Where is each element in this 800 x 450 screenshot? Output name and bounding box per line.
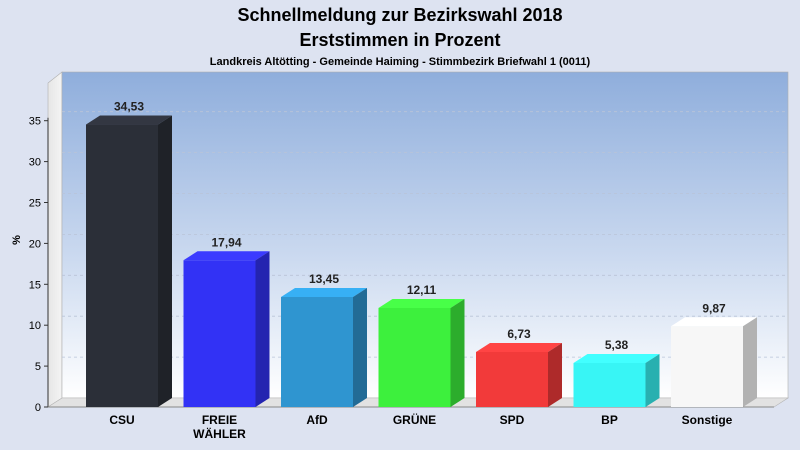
chart-location: Landkreis Altötting - Gemeinde Haiming -…: [210, 56, 591, 68]
bar-top: [281, 287, 367, 297]
x-tick-label: BP: [601, 413, 618, 427]
y-tick-label: 20: [29, 238, 41, 250]
y-tick-label: 5: [35, 361, 41, 373]
bar: [573, 353, 660, 407]
data-label: 12,11: [407, 283, 437, 297]
data-label: 6,73: [507, 327, 531, 341]
bar-top: [378, 298, 465, 308]
data-label: 9,87: [702, 301, 726, 315]
x-tick-label: WÄHLER: [193, 426, 246, 441]
x-tick-label: Sonstige: [682, 413, 733, 427]
bar: [86, 115, 172, 407]
x-tick-label: FREIE: [202, 413, 237, 427]
bar-front: [86, 124, 158, 407]
bar: [378, 298, 465, 407]
bar-side: [158, 115, 172, 407]
x-tick-label: CSU: [109, 413, 134, 427]
bar-top: [183, 251, 270, 261]
bar-top: [573, 353, 660, 363]
bar: [183, 251, 270, 407]
bar-top: [86, 115, 172, 125]
bar-front: [476, 351, 548, 407]
y-tick-label: 30: [29, 157, 41, 169]
bar-side: [353, 287, 367, 407]
chart-title: Schnellmeldung zur Bezirkswahl 2018: [237, 5, 562, 25]
bar: [671, 317, 757, 407]
y-tick-label: 15: [29, 279, 41, 291]
bar-front: [183, 260, 256, 407]
data-label: 17,94: [211, 235, 241, 249]
y-axis-title: %: [11, 235, 23, 245]
bar-side: [450, 298, 465, 407]
bar-side: [645, 353, 660, 407]
x-tick-label: SPD: [500, 413, 525, 427]
y-tick-label: 10: [29, 320, 41, 332]
bar-front: [378, 307, 451, 407]
bar-side: [743, 317, 757, 407]
data-label: 5,38: [605, 338, 629, 352]
y-tick-label: 35: [29, 116, 41, 128]
y-tick-label: 25: [29, 198, 41, 210]
bars: 34,53 17,94 13,45 12,11 6,73 5,38 9,87: [86, 100, 757, 407]
bar-top: [476, 342, 562, 352]
chart-subtitle: Erststimmen in Prozent: [299, 30, 500, 50]
y-axis: 0 5 10 15 20 25 30 35: [29, 116, 774, 414]
side-wall: [47, 71, 63, 408]
bar: [476, 342, 562, 407]
bar-top: [671, 317, 757, 327]
data-label: 13,45: [309, 272, 339, 286]
data-label: 34,53: [114, 100, 144, 114]
bar-front: [281, 296, 353, 407]
y-tick-label: 0: [35, 402, 41, 414]
bar-front: [573, 362, 646, 407]
bar-front: [671, 326, 743, 407]
x-tick-label: AfD: [306, 413, 328, 427]
grid-lines: [62, 111, 788, 358]
bar: [281, 287, 367, 407]
x-tick-label: GRÜNE: [393, 412, 436, 427]
bar-side: [255, 251, 270, 407]
bar-side: [548, 342, 562, 407]
